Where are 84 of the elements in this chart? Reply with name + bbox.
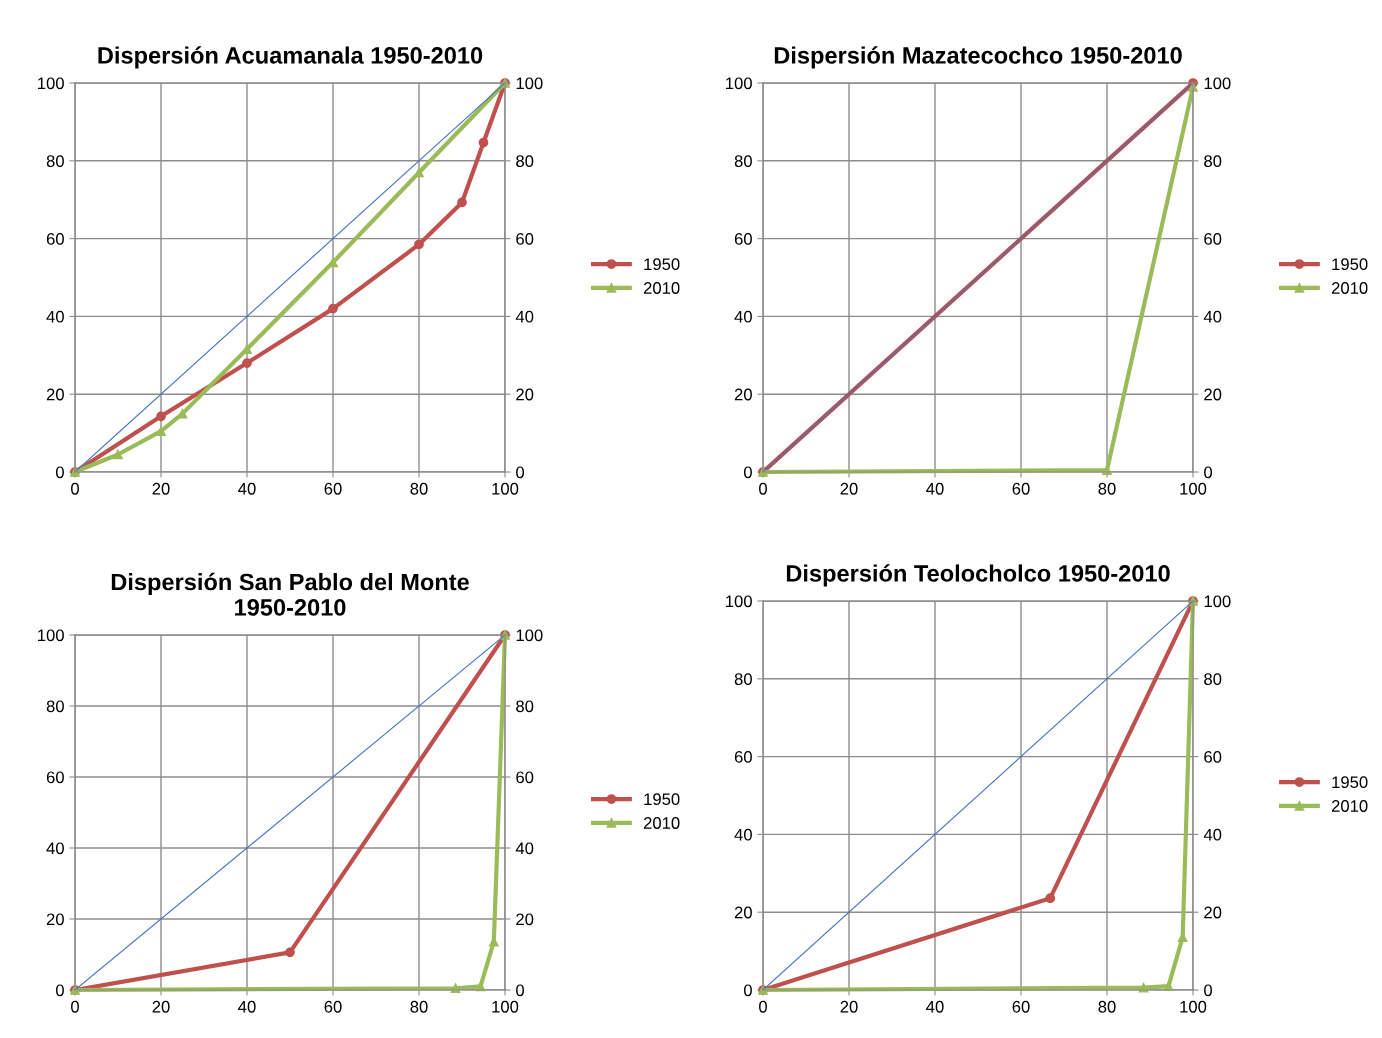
x-tick-label: 20 — [152, 1000, 170, 1013]
y2-tick-label: 100 — [516, 629, 543, 642]
y-tick-label: 40 — [46, 842, 64, 855]
x-tick-label: 0 — [71, 482, 79, 495]
chart-title: Dispersión San Pablo del Monte 1950-2010 — [111, 572, 469, 616]
legend-label: 2010 — [1331, 282, 1368, 294]
legend-label: 1950 — [644, 793, 680, 806]
y-tick-label: 80 — [46, 155, 64, 167]
y2-tick-label: 60 — [516, 771, 534, 784]
y2-tick-label: 40 — [1203, 310, 1222, 323]
y-tick-label: 100 — [38, 629, 64, 642]
y-tick-label: 60 — [46, 233, 64, 245]
legend-label: 1950 — [644, 258, 680, 271]
y2-tick-label: 80 — [516, 700, 534, 713]
y2-tick-label: 0 — [1204, 984, 1213, 997]
x-tick-label: 0 — [759, 482, 767, 495]
y-tick-label: 0 — [743, 466, 752, 479]
x-tick-label: 40 — [238, 1000, 256, 1013]
y2-tick-label: 100 — [516, 77, 543, 90]
x-tick-label: 20 — [840, 482, 858, 495]
y-tick-label: 80 — [46, 700, 64, 713]
y2-tick-label: 20 — [1204, 388, 1222, 401]
y2-tick-label: 0 — [516, 466, 525, 479]
x-tick-label: 60 — [324, 482, 342, 495]
y-tick-label: 20 — [734, 906, 752, 919]
legend-label: 2010 — [643, 282, 680, 294]
x-tick-label: 40 — [926, 482, 944, 495]
y2-tick-label: 20 — [516, 388, 534, 401]
y-tick-label: 0 — [55, 466, 64, 479]
x-tick-label: 80 — [1098, 482, 1116, 495]
y2-tick-label: 60 — [1204, 233, 1222, 245]
y-tick-label: 80 — [734, 673, 752, 685]
y2-tick-label: 60 — [1204, 751, 1222, 763]
y-tick-label: 100 — [726, 595, 752, 608]
y-tick-label: 100 — [38, 77, 64, 90]
x-tick-label: 60 — [1012, 1000, 1030, 1013]
legend-label: 2010 — [1331, 800, 1368, 812]
x-tick-label: 100 — [492, 482, 519, 495]
y2-tick-label: 40 — [1203, 828, 1222, 841]
y2-tick-label: 0 — [516, 984, 525, 997]
y2-tick-label: 80 — [516, 155, 534, 167]
y2-tick-label: 60 — [516, 233, 534, 245]
x-tick-label: 20 — [152, 482, 170, 495]
x-tick-label: 60 — [1012, 482, 1030, 495]
y-tick-label: 100 — [726, 77, 752, 90]
legend-label: 1950 — [1332, 776, 1368, 789]
x-tick-label: 40 — [238, 482, 256, 495]
y2-tick-label: 80 — [1204, 673, 1222, 685]
y-tick-label: 20 — [46, 913, 64, 926]
x-tick-label: 80 — [410, 1000, 428, 1013]
x-tick-label: 60 — [324, 1000, 342, 1013]
x-tick-label: 40 — [926, 1000, 944, 1013]
y2-tick-label: 20 — [516, 913, 534, 926]
x-tick-label: 0 — [71, 1000, 79, 1013]
x-tick-label: 80 — [1098, 1000, 1116, 1013]
y-tick-label: 0 — [55, 984, 64, 997]
y-tick-label: 40 — [734, 310, 752, 323]
legend-label: 1950 — [1332, 258, 1368, 271]
y2-tick-label: 20 — [1204, 906, 1222, 919]
x-tick-label: 100 — [1180, 1000, 1207, 1013]
x-tick-label: 100 — [1180, 482, 1207, 495]
chart-title: Dispersión Acuamanala 1950-2010 — [98, 46, 483, 69]
y-tick-label: 20 — [46, 388, 64, 401]
y2-tick-label: 80 — [1204, 155, 1222, 167]
y-tick-label: 40 — [734, 828, 752, 841]
x-tick-label: 20 — [840, 1000, 858, 1013]
y-tick-label: 80 — [734, 155, 752, 167]
y-tick-label: 20 — [734, 388, 752, 401]
x-tick-label: 80 — [410, 482, 428, 495]
y-tick-label: 60 — [46, 771, 64, 784]
y2-tick-label: 100 — [1204, 595, 1231, 608]
y2-tick-label: 40 — [515, 310, 534, 323]
y2-tick-label: 0 — [1204, 466, 1213, 479]
chart-title: Dispersión Mazatecochco 1950-2010 — [774, 46, 1182, 69]
y-tick-label: 60 — [734, 233, 752, 245]
chart-title: Dispersión Teolocholco 1950-2010 — [786, 564, 1170, 587]
legend-label: 2010 — [643, 817, 680, 829]
y-tick-label: 40 — [46, 310, 64, 323]
y2-tick-label: 40 — [515, 842, 534, 855]
y-tick-label: 60 — [734, 751, 752, 763]
x-tick-label: 100 — [492, 1000, 519, 1013]
x-tick-label: 0 — [759, 1000, 767, 1013]
y-tick-label: 0 — [743, 984, 752, 997]
y2-tick-label: 100 — [1204, 77, 1231, 90]
